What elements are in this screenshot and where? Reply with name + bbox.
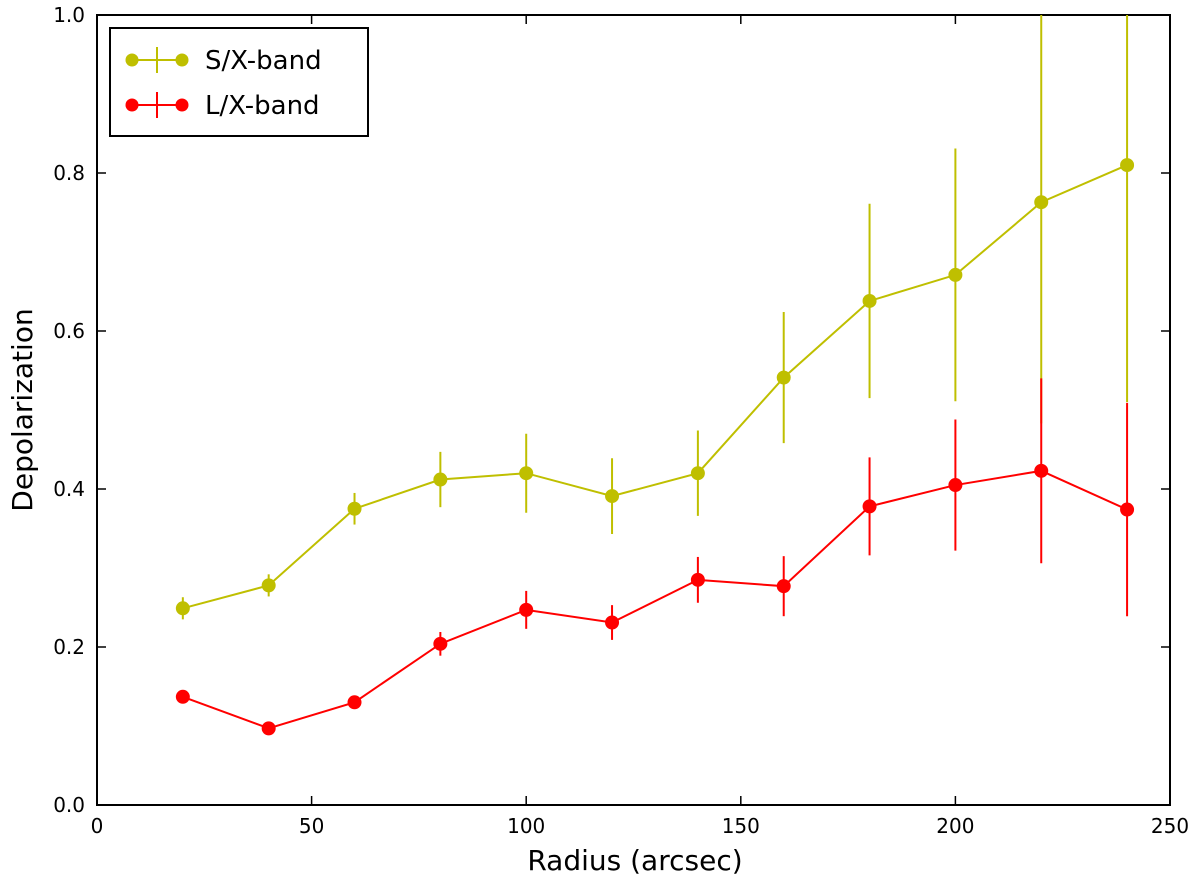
y-tick-label: 0.6 — [53, 319, 85, 343]
plot-frame — [96, 14, 1171, 806]
legend-marker — [175, 53, 189, 67]
data-point — [1034, 463, 1049, 478]
data-point — [776, 579, 791, 594]
x-tick-label: 0 — [91, 814, 104, 838]
y-tick-label: 0.4 — [53, 477, 85, 501]
data-point — [261, 578, 276, 593]
legend-item: S/X-band — [125, 46, 322, 76]
data-point — [1120, 158, 1135, 173]
legend-box — [109, 27, 369, 137]
data-point — [175, 689, 190, 704]
legend-marker — [175, 98, 189, 112]
y-tick-label: 0.2 — [53, 635, 85, 659]
y-axis-title: Depolarization — [6, 308, 39, 511]
data-point — [690, 572, 705, 587]
y-tick-label: 1.0 — [53, 3, 85, 27]
data-point — [261, 721, 276, 736]
series-line — [182, 469, 1128, 730]
x-tick-label: 200 — [936, 814, 974, 838]
y-tick-label: 0.0 — [53, 793, 85, 817]
data-point — [862, 293, 877, 308]
data-point — [948, 267, 963, 282]
series-1 — [175, 15, 1135, 620]
series-2 — [175, 378, 1135, 736]
x-tick-label: 50 — [299, 814, 324, 838]
data-point — [347, 501, 362, 516]
x-tick-label: 100 — [507, 814, 545, 838]
data-point — [776, 370, 791, 385]
series-line — [182, 164, 1128, 610]
axes: 0 50 100 150 200 250 0.0 0.2 0.4 0.6 0.8 1.0 — [53, 3, 1189, 838]
x-axis-title: Radius (arcsec) — [527, 844, 742, 877]
legend-marker — [125, 98, 139, 112]
data-point — [519, 602, 534, 617]
y-tick-label: 0.8 — [53, 161, 85, 185]
data-point — [433, 636, 448, 651]
series-layer — [175, 15, 1135, 736]
data-point — [948, 478, 963, 493]
legend-label: S/X-band — [205, 46, 322, 76]
legend-label: L/X-band — [205, 91, 320, 121]
data-point — [1034, 195, 1049, 210]
data-point — [347, 695, 362, 710]
data-point — [1120, 502, 1135, 517]
legend: S/X-band L/X-band — [109, 27, 369, 137]
data-point — [433, 472, 448, 487]
data-point — [605, 615, 620, 630]
data-point — [605, 489, 620, 504]
data-point — [175, 601, 190, 616]
data-point — [690, 466, 705, 481]
x-tick-label: 250 — [1151, 814, 1189, 838]
data-point — [519, 466, 534, 481]
data-point — [862, 499, 877, 514]
legend-item: L/X-band — [125, 91, 320, 121]
legend-marker — [125, 53, 139, 67]
x-tick-label: 150 — [722, 814, 760, 838]
